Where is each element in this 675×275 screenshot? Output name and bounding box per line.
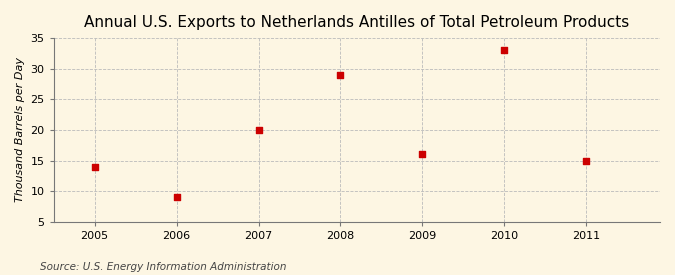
Text: Source: U.S. Energy Information Administration: Source: U.S. Energy Information Administ…	[40, 262, 287, 272]
Point	[253, 128, 264, 132]
Point	[89, 164, 100, 169]
Title: Annual U.S. Exports to Netherlands Antilles of Total Petroleum Products: Annual U.S. Exports to Netherlands Antil…	[84, 15, 630, 30]
Y-axis label: Thousand Barrels per Day: Thousand Barrels per Day	[15, 57, 25, 202]
Point	[171, 195, 182, 199]
Point	[417, 152, 428, 156]
Point	[581, 158, 592, 163]
Point	[335, 73, 346, 77]
Point	[499, 48, 510, 53]
